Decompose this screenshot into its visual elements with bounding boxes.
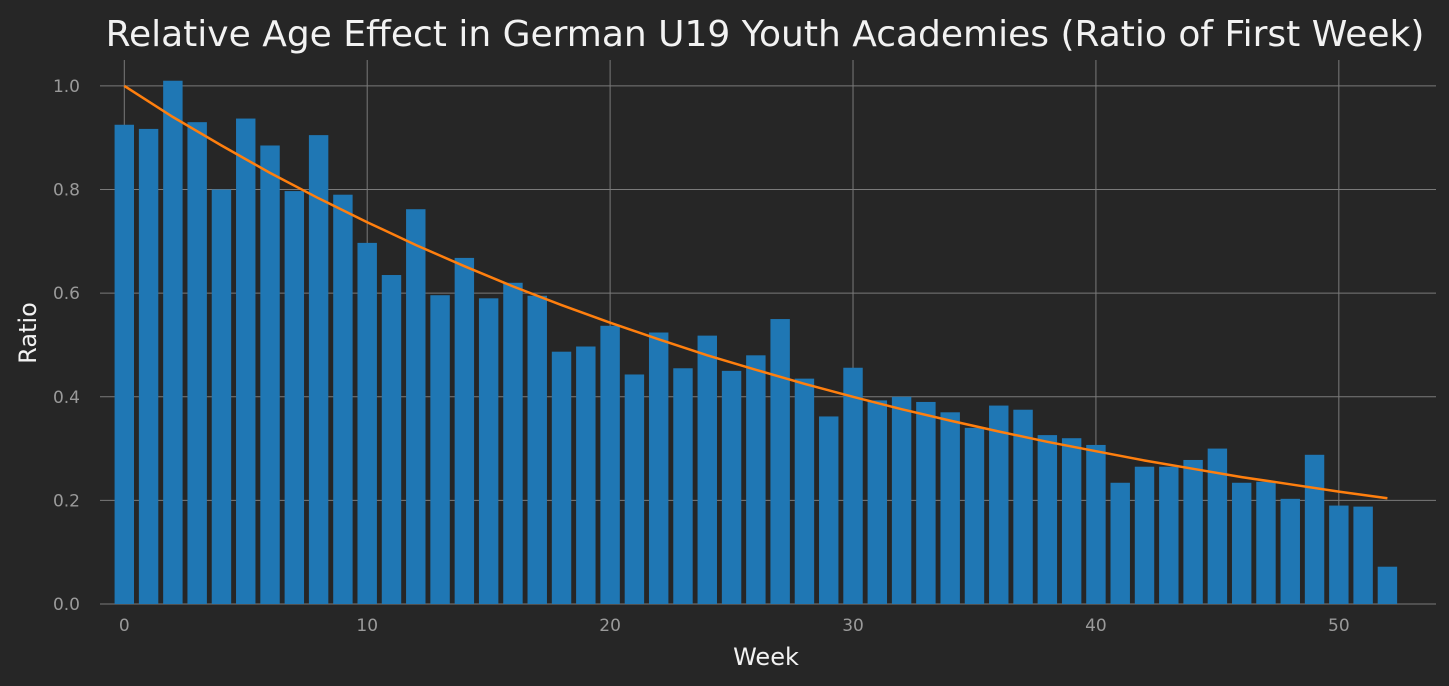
bar-week-14 xyxy=(454,257,475,604)
bar-week-23 xyxy=(673,368,693,604)
bar-week-19 xyxy=(576,346,596,604)
x-tick-label: 50 xyxy=(1328,616,1350,636)
chart-title: Relative Age Effect in German U19 Youth … xyxy=(106,14,1425,55)
bar-week-9 xyxy=(333,194,353,604)
bar-week-44 xyxy=(1183,459,1203,604)
bar-week-6 xyxy=(260,145,280,604)
bar-week-26 xyxy=(746,355,766,604)
bar-week-8 xyxy=(308,135,329,604)
bar-week-35 xyxy=(964,427,985,604)
bar-week-49 xyxy=(1304,454,1325,604)
y-tick-label: 0.8 xyxy=(53,181,80,201)
x-tick-labels: 0 10 20 30 40 50 xyxy=(119,616,1350,636)
bar-week-2 xyxy=(163,80,183,604)
bar-week-31 xyxy=(867,400,888,604)
bar-week-24 xyxy=(697,335,717,604)
bar-week-30 xyxy=(843,367,863,604)
bar-week-45 xyxy=(1207,448,1228,604)
bar-week-52 xyxy=(1377,566,1398,604)
bar-week-4 xyxy=(211,189,232,604)
bar-week-42 xyxy=(1134,466,1155,604)
bar-week-16 xyxy=(503,282,523,604)
x-tick-label: 40 xyxy=(1085,616,1107,636)
bar-week-1 xyxy=(138,128,159,604)
bar-week-3 xyxy=(187,122,207,605)
bar-week-32 xyxy=(891,396,912,604)
bar-week-34 xyxy=(940,412,960,604)
bar-week-7 xyxy=(284,191,305,604)
bar-week-29 xyxy=(819,416,839,604)
bar-week-20 xyxy=(600,325,620,604)
bar-week-41 xyxy=(1110,482,1130,604)
bar-week-5 xyxy=(236,118,256,604)
bar-week-33 xyxy=(916,401,936,604)
bar-week-38 xyxy=(1037,435,1058,604)
x-tick-label: 30 xyxy=(842,616,864,636)
bar-week-47 xyxy=(1256,481,1276,604)
y-tick-labels: 0.0 0.2 0.4 0.6 0.8 1.0 xyxy=(53,77,80,615)
y-tick-label: 0.0 xyxy=(53,595,80,615)
bar-week-28 xyxy=(794,378,815,604)
bar-series xyxy=(114,80,1398,605)
bar-week-50 xyxy=(1329,505,1349,604)
y-axis-label: Ratio xyxy=(14,302,42,364)
bar-week-46 xyxy=(1231,482,1252,604)
y-tick-label: 0.2 xyxy=(53,491,80,511)
bar-week-48 xyxy=(1280,498,1300,604)
bar-week-40 xyxy=(1086,444,1106,604)
x-tick-label: 0 xyxy=(119,616,130,636)
bar-week-21 xyxy=(624,374,645,604)
bar-week-12 xyxy=(406,209,426,604)
x-axis-label: Week xyxy=(733,643,799,671)
bar-week-39 xyxy=(1061,438,1082,604)
trend-line xyxy=(123,84,1388,500)
bar-week-43 xyxy=(1159,466,1179,604)
x-tick-label: 10 xyxy=(356,616,378,636)
y-tick-label: 0.4 xyxy=(53,388,80,408)
bar-week-15 xyxy=(478,298,499,604)
bar-week-27 xyxy=(770,319,790,604)
bar-week-25 xyxy=(721,370,742,604)
bar-week-36 xyxy=(989,405,1009,604)
bar-week-0 xyxy=(114,124,135,604)
bar-week-37 xyxy=(1013,409,1033,604)
bar-week-11 xyxy=(381,275,402,604)
y-tick-label: 0.6 xyxy=(53,284,80,304)
y-tick-label: 1.0 xyxy=(53,77,80,97)
x-tick-label: 20 xyxy=(599,616,621,636)
bar-week-18 xyxy=(551,351,572,604)
bar-week-13 xyxy=(430,295,450,604)
bar-week-17 xyxy=(527,295,547,604)
bar-week-51 xyxy=(1353,506,1373,604)
bar-week-22 xyxy=(648,332,669,604)
bar-week-10 xyxy=(357,242,377,604)
